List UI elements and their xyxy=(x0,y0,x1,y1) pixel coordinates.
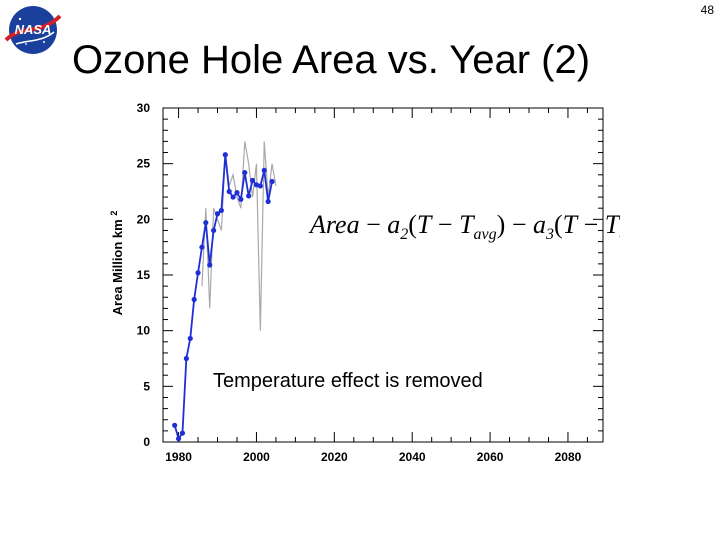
formula-part: T xyxy=(563,210,579,239)
data-point xyxy=(242,169,248,176)
data-point xyxy=(246,193,252,199)
data-point xyxy=(175,436,182,442)
data-point xyxy=(187,335,193,342)
formula-part: avg xyxy=(619,226,620,243)
formula-part: ( xyxy=(554,210,563,239)
data-point xyxy=(234,190,240,196)
data-point xyxy=(191,296,197,303)
data-point xyxy=(230,194,236,200)
formula-part: − xyxy=(431,210,459,239)
y-tick-label: 30 xyxy=(137,101,151,115)
formula-text: Area − a2(T − Tavg) − a3(T − Tavg)2 xyxy=(308,206,620,243)
formula-part: Area xyxy=(308,210,360,239)
formula-part: − xyxy=(360,210,388,239)
y-tick-label: 5 xyxy=(143,379,150,393)
data-point xyxy=(269,178,275,185)
formula-part: a xyxy=(533,210,546,239)
data-point xyxy=(211,227,217,234)
formula-part: avg xyxy=(474,226,497,243)
data-point xyxy=(207,262,213,268)
data-point xyxy=(253,182,260,188)
x-tick-label: 2080 xyxy=(555,450,582,464)
formula-part: ) xyxy=(497,210,506,239)
x-tick-label: 2060 xyxy=(477,450,504,464)
formula: Area − a2(T − Tavg) − a3(T − Tavg)2 xyxy=(308,206,620,243)
x-tick-label: 2040 xyxy=(399,450,426,464)
tick-labels: 1980 2000 2020 2040 2060 2080 0 5 10 15 20 25 30 xyxy=(137,101,582,464)
y-tick-label: 25 xyxy=(137,157,151,171)
data-point xyxy=(214,211,221,217)
formula-part: T xyxy=(605,210,620,239)
slide-number: 48 xyxy=(700,3,714,17)
data-point xyxy=(218,207,225,214)
nasa-logo-icon: NASA xyxy=(4,6,62,54)
data-point xyxy=(203,220,209,226)
x-tick-label: 1980 xyxy=(165,450,192,464)
formula-part: − xyxy=(577,210,605,239)
data-point xyxy=(265,198,271,205)
ozone-area-chart: 1980 2000 2020 2040 2060 2080 0 5 10 15 20 25 30 Are… xyxy=(109,101,620,464)
data-point xyxy=(257,183,263,189)
formula-part: a xyxy=(387,210,400,239)
data-point xyxy=(261,167,267,173)
annotation-text: Temperature effect is removed xyxy=(213,370,483,392)
x-tick-label: 2000 xyxy=(243,450,270,464)
logo-text: NASA xyxy=(15,22,52,37)
data-point xyxy=(172,422,178,428)
data-point xyxy=(179,430,186,436)
data-point xyxy=(195,270,201,276)
formula-part: 3 xyxy=(545,226,554,243)
formula-part: T xyxy=(417,210,433,239)
slide-title: Ozone Hole Area vs. Year (2) xyxy=(72,38,591,82)
data-point xyxy=(226,188,232,195)
formula-part: 2 xyxy=(400,226,408,243)
series-layer xyxy=(172,141,277,442)
axis-ticks xyxy=(163,107,603,443)
data-point xyxy=(183,355,189,362)
y-tick-label: 20 xyxy=(137,212,151,226)
y-axis-label: Area Million km 2 xyxy=(109,211,125,316)
formula-part: − xyxy=(505,210,533,239)
data-point xyxy=(222,152,228,158)
y-tick-label: 0 xyxy=(143,435,150,449)
data-point xyxy=(249,177,256,183)
formula-part: ( xyxy=(408,210,417,239)
y-tick-label: 10 xyxy=(137,324,151,338)
formula-part: T xyxy=(459,210,475,239)
x-tick-label: 2020 xyxy=(321,450,348,464)
y-tick-label: 15 xyxy=(137,268,151,282)
data-point xyxy=(238,196,244,202)
data-point xyxy=(199,244,205,250)
